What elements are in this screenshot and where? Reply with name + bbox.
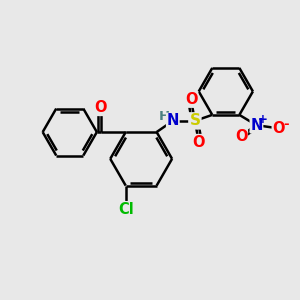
Text: S: S xyxy=(189,113,200,128)
Text: H: H xyxy=(158,110,169,123)
Text: Cl: Cl xyxy=(118,202,134,217)
Text: O: O xyxy=(185,92,198,107)
Text: O: O xyxy=(272,121,285,136)
Text: +: + xyxy=(258,113,268,126)
Text: -: - xyxy=(283,118,289,131)
Text: N: N xyxy=(167,113,179,128)
Text: O: O xyxy=(235,130,247,145)
Text: O: O xyxy=(192,135,205,150)
Text: N: N xyxy=(250,118,262,133)
Text: O: O xyxy=(94,100,107,116)
